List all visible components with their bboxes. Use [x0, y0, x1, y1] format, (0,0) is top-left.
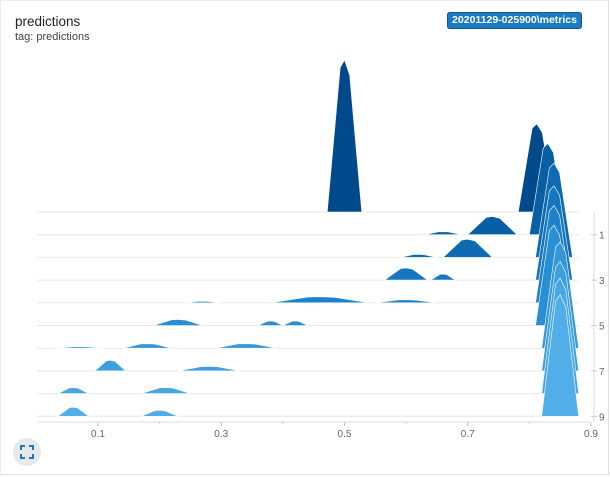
histogram-peak — [54, 346, 105, 349]
y-tick-label: 1 — [599, 231, 605, 242]
histogram-peak — [399, 254, 438, 258]
histogram-peak — [383, 267, 429, 281]
histogram-peak — [466, 216, 518, 235]
y-tick-label: 5 — [599, 322, 605, 333]
histogram-peak — [57, 387, 89, 394]
histogram-peak — [429, 273, 457, 281]
histogram-peak — [442, 238, 494, 258]
x-tick-label: 0.7 — [461, 429, 475, 440]
y-tick-label: 3 — [599, 276, 605, 287]
histogram-peak — [57, 406, 90, 417]
x-tick-label: 0.1 — [91, 429, 105, 440]
histogram-peak — [270, 296, 370, 304]
card-tag: tag: predictions — [15, 31, 90, 43]
histogram-peak — [184, 300, 222, 304]
x-tick-label: 0.5 — [338, 429, 352, 440]
x-tick-label: 0.9 — [584, 429, 598, 440]
fullscreen-icon — [20, 445, 34, 459]
card-title: predictions — [15, 14, 81, 29]
y-tick-label: 9 — [599, 412, 605, 423]
histogram-peak — [215, 343, 277, 349]
histogram-peak — [141, 409, 179, 417]
histogram-peak — [122, 343, 173, 349]
histogram-peak — [326, 59, 363, 213]
histogram-peak — [141, 387, 191, 394]
histogram-peak — [94, 359, 127, 372]
histogram-peak — [541, 294, 580, 417]
histogram-peak — [178, 366, 240, 372]
expand-button[interactable] — [13, 438, 41, 466]
run-badge[interactable]: 20201129-025900\metrics — [447, 12, 582, 29]
y-tick-label: 7 — [599, 367, 605, 378]
histogram-peak — [258, 320, 284, 326]
histogram-peak — [424, 231, 462, 235]
x-tick-label: 0.3 — [214, 429, 228, 440]
histogram-peak — [153, 319, 203, 326]
histogram-peak — [375, 299, 437, 304]
histogram-peak — [282, 320, 308, 326]
